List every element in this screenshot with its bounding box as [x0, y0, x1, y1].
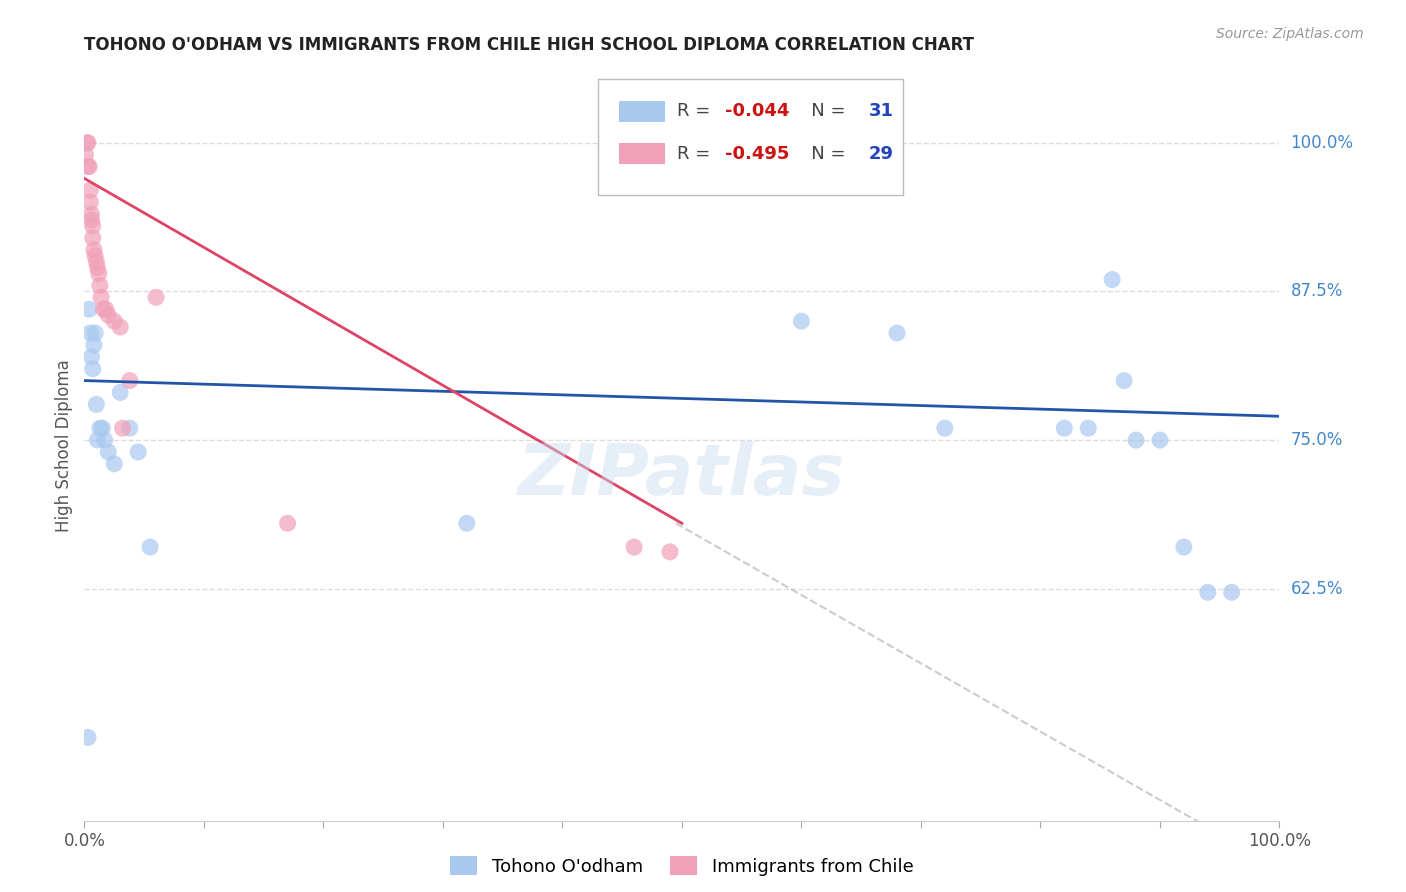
- Point: [623, 540, 645, 554]
- Point: [1197, 585, 1219, 599]
- Point: [90, 290, 112, 304]
- Point: [1149, 433, 1171, 447]
- Point: [93, 433, 115, 447]
- Point: [86, 433, 108, 447]
- Point: [1101, 272, 1123, 286]
- Point: [934, 421, 956, 435]
- Bar: [619, 101, 665, 121]
- Point: [118, 374, 141, 388]
- Text: 29: 29: [869, 145, 894, 162]
- Point: [1173, 540, 1195, 554]
- Text: 100.0%: 100.0%: [1291, 134, 1354, 152]
- Point: [1112, 374, 1135, 388]
- Point: [84, 397, 107, 411]
- Point: [86, 260, 108, 275]
- Point: [1053, 421, 1076, 435]
- Point: [658, 545, 681, 559]
- Point: [87, 267, 110, 281]
- Text: 87.5%: 87.5%: [1291, 283, 1343, 301]
- Point: [91, 421, 114, 435]
- Point: [97, 445, 120, 459]
- Point: [93, 302, 115, 317]
- Bar: [619, 144, 665, 164]
- Point: [1125, 433, 1147, 447]
- Point: [82, 231, 104, 245]
- Text: TOHONO O'ODHAM VS IMMIGRANTS FROM CHILE HIGH SCHOOL DIPLOMA CORRELATION CHART: TOHONO O'ODHAM VS IMMIGRANTS FROM CHILE …: [84, 36, 974, 54]
- Point: [79, 326, 101, 340]
- Point: [84, 249, 107, 263]
- Point: [110, 320, 132, 334]
- Point: [456, 516, 478, 531]
- Point: [80, 207, 103, 221]
- Point: [84, 326, 107, 340]
- Legend: Tohono O'odham, Immigrants from Chile: Tohono O'odham, Immigrants from Chile: [443, 849, 921, 883]
- Point: [103, 314, 125, 328]
- Point: [77, 136, 100, 150]
- Point: [76, 136, 98, 150]
- Point: [84, 254, 107, 268]
- Point: [139, 540, 162, 554]
- Point: [75, 147, 97, 161]
- Point: [79, 183, 101, 197]
- Point: [127, 445, 149, 459]
- Text: 31: 31: [869, 102, 894, 120]
- FancyBboxPatch shape: [599, 78, 903, 195]
- Point: [111, 421, 134, 435]
- Point: [276, 516, 298, 531]
- Point: [80, 213, 103, 227]
- Point: [79, 195, 101, 210]
- Y-axis label: High School Diploma: High School Diploma: [55, 359, 73, 533]
- Point: [1220, 585, 1243, 599]
- Text: R =: R =: [678, 102, 717, 120]
- Point: [145, 290, 167, 304]
- Point: [77, 160, 100, 174]
- Text: R =: R =: [678, 145, 717, 162]
- Point: [77, 302, 100, 317]
- Text: Source: ZipAtlas.com: Source: ZipAtlas.com: [1216, 27, 1364, 41]
- Point: [89, 278, 111, 293]
- Text: 62.5%: 62.5%: [1291, 580, 1343, 598]
- Point: [886, 326, 908, 340]
- Text: -0.495: -0.495: [725, 145, 790, 162]
- Point: [790, 314, 813, 328]
- Point: [77, 731, 100, 745]
- Point: [94, 302, 117, 317]
- Text: -0.044: -0.044: [725, 102, 790, 120]
- Point: [97, 308, 120, 322]
- Point: [83, 243, 105, 257]
- Point: [80, 350, 103, 364]
- Text: 75.0%: 75.0%: [1291, 431, 1343, 449]
- Point: [1077, 421, 1099, 435]
- Point: [118, 421, 141, 435]
- Text: N =: N =: [794, 102, 852, 120]
- Text: ZIPatlas: ZIPatlas: [519, 442, 845, 510]
- Point: [89, 421, 111, 435]
- Point: [110, 385, 132, 400]
- Text: N =: N =: [794, 145, 852, 162]
- Point: [103, 457, 125, 471]
- Point: [82, 219, 104, 233]
- Point: [83, 338, 105, 352]
- Point: [82, 361, 104, 376]
- Point: [77, 160, 100, 174]
